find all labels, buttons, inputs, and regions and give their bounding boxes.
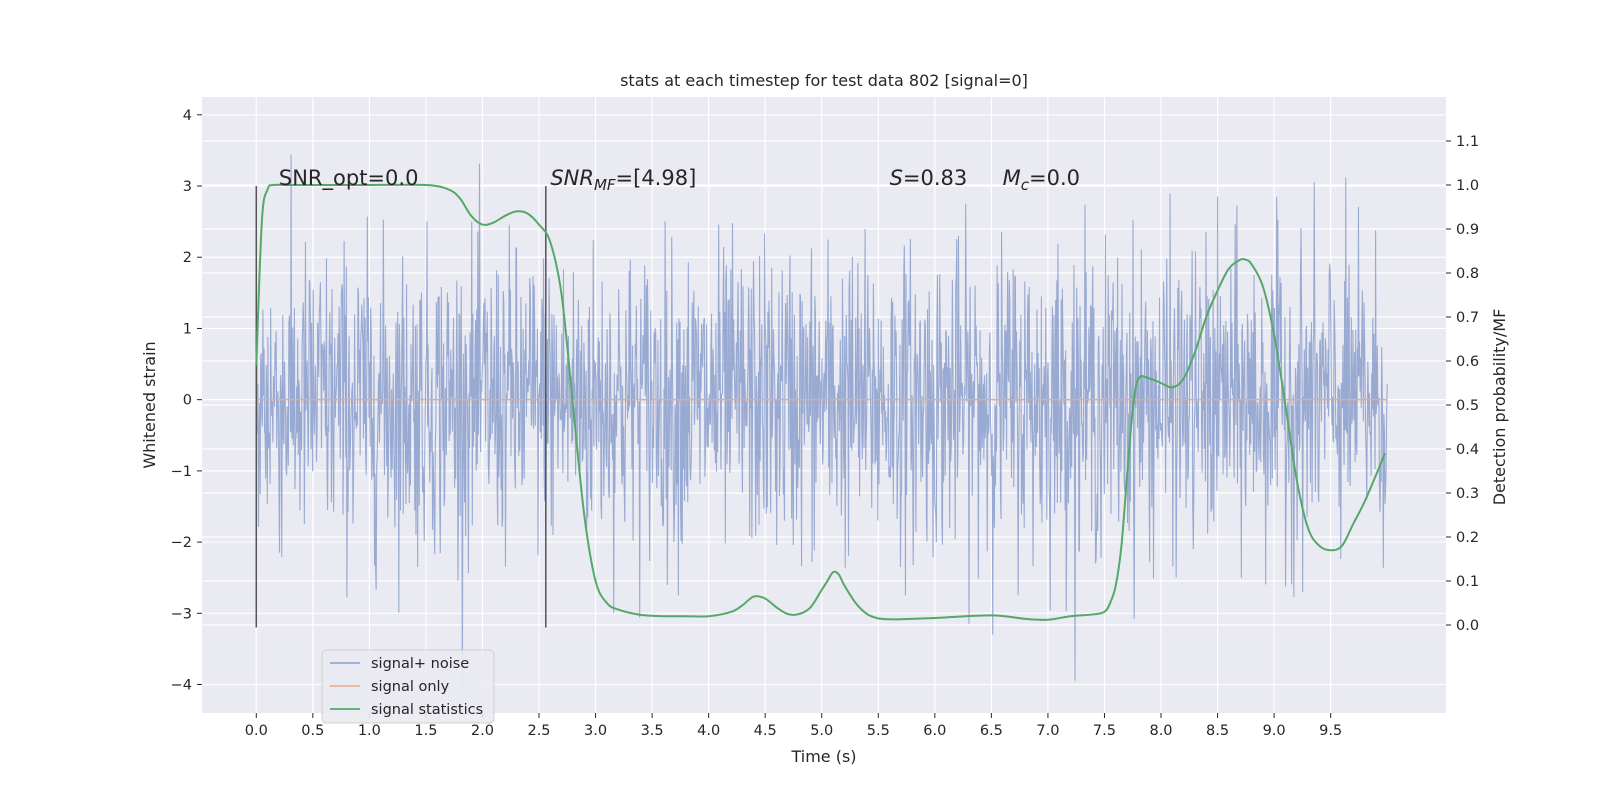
x-tick-label: 6.0 (923, 723, 946, 739)
x-tick-label: 3.5 (641, 723, 664, 739)
y-tick-label: 0 (183, 393, 192, 409)
annotations: SNR_opt=0.0 SNRMF=[4.98] S=0.83 Mc=0.0 (279, 166, 1080, 194)
x-tick-label: 7.5 (1093, 723, 1116, 739)
x-tick-label: 8.0 (1149, 723, 1172, 739)
y-axis-ticks: −4 −3 −2 −1 0 1 2 3 4 (171, 108, 202, 694)
x-tick-label: 4.0 (697, 723, 720, 739)
x-tick-label: 5.5 (867, 723, 890, 739)
x-axis-ticks: 0.0 0.5 1.0 1.5 2.0 2.5 3.0 3.5 4.0 4.5 5.0 5.5 6.0 6… (245, 713, 1342, 739)
x-tick-label: 0.0 (245, 723, 268, 739)
y-tick-label: 4 (183, 108, 192, 124)
x-tick-label: 2.5 (527, 723, 550, 739)
x-tick-label: 2.0 (471, 723, 494, 739)
y2-tick-label: 1.0 (1456, 178, 1479, 194)
y2-tick-label: 0.9 (1456, 222, 1479, 238)
y2-tick-label: 0.2 (1456, 530, 1479, 546)
chart-title: stats at each timestep for test data 802… (620, 71, 1028, 90)
x-tick-label: 4.5 (754, 723, 777, 739)
y2-tick-label: 0.8 (1456, 266, 1479, 282)
y2-tick-label: 0.4 (1456, 442, 1479, 458)
signal-noise-line (255, 154, 1388, 689)
y-tick-label: −2 (171, 535, 192, 551)
legend-label-signal-only: signal only (371, 679, 450, 695)
y2-tick-label: 1.1 (1456, 134, 1479, 150)
legend-box (321, 649, 495, 724)
signal-statistics-series (255, 183, 1386, 621)
y2-tick-label: 0.6 (1456, 354, 1479, 370)
vertical-markers (255, 186, 547, 628)
y-tick-label: 2 (183, 250, 192, 266)
x-tick-label: 0.5 (301, 723, 324, 739)
y-tick-label: −3 (171, 606, 192, 622)
y-axis-label: Whitened strain (140, 341, 159, 468)
y-tick-label: −4 (171, 678, 192, 694)
x-tick-label: 3.0 (584, 723, 607, 739)
signal-statistics-line (255, 183, 1386, 621)
x-tick-label: 6.5 (980, 723, 1003, 739)
y2-tick-label: 0.7 (1456, 310, 1479, 326)
annotation-text: SNR_opt=0.0 (279, 166, 419, 191)
x-tick-label: 1.5 (414, 723, 437, 739)
annotation-text: Mc=0.0 (1003, 166, 1080, 194)
x-tick-label: 1.0 (358, 723, 381, 739)
y-tick-label: 1 (183, 321, 192, 337)
annotation-text: SNRMF=[4.98] (550, 166, 696, 194)
y2-tick-label: 0.1 (1456, 574, 1479, 590)
y2-tick-label: 0.0 (1456, 618, 1479, 634)
y-tick-label: −1 (171, 464, 192, 480)
x-tick-label: 9.5 (1319, 723, 1342, 739)
legend: signal+ noise signal only signal statist… (321, 649, 495, 724)
x-tick-label: 9.0 (1263, 723, 1286, 739)
y2-tick-label: 0.5 (1456, 398, 1479, 414)
x-tick-label: 7.0 (1036, 723, 1059, 739)
signal-noise-series (255, 154, 1388, 689)
y-tick-label: 3 (183, 179, 192, 195)
x-axis-label: Time (s) (790, 747, 856, 766)
x-tick-label: 5.0 (810, 723, 833, 739)
legend-label-signal-statistics: signal statistics (371, 702, 483, 718)
y2-tick-label: 0.3 (1456, 486, 1479, 502)
legend-label-signal-noise: signal+ noise (371, 656, 469, 672)
y2-axis-label: Detection probability/MF (1490, 309, 1509, 506)
y2-axis-ticks: 0.0 0.1 0.2 0.3 0.4 0.5 0.6 0.7 0.8 0.9 1.0 1.1 (1446, 134, 1479, 634)
x-tick-label: 8.5 (1206, 723, 1229, 739)
annotation-text: S=0.83 (890, 166, 968, 190)
